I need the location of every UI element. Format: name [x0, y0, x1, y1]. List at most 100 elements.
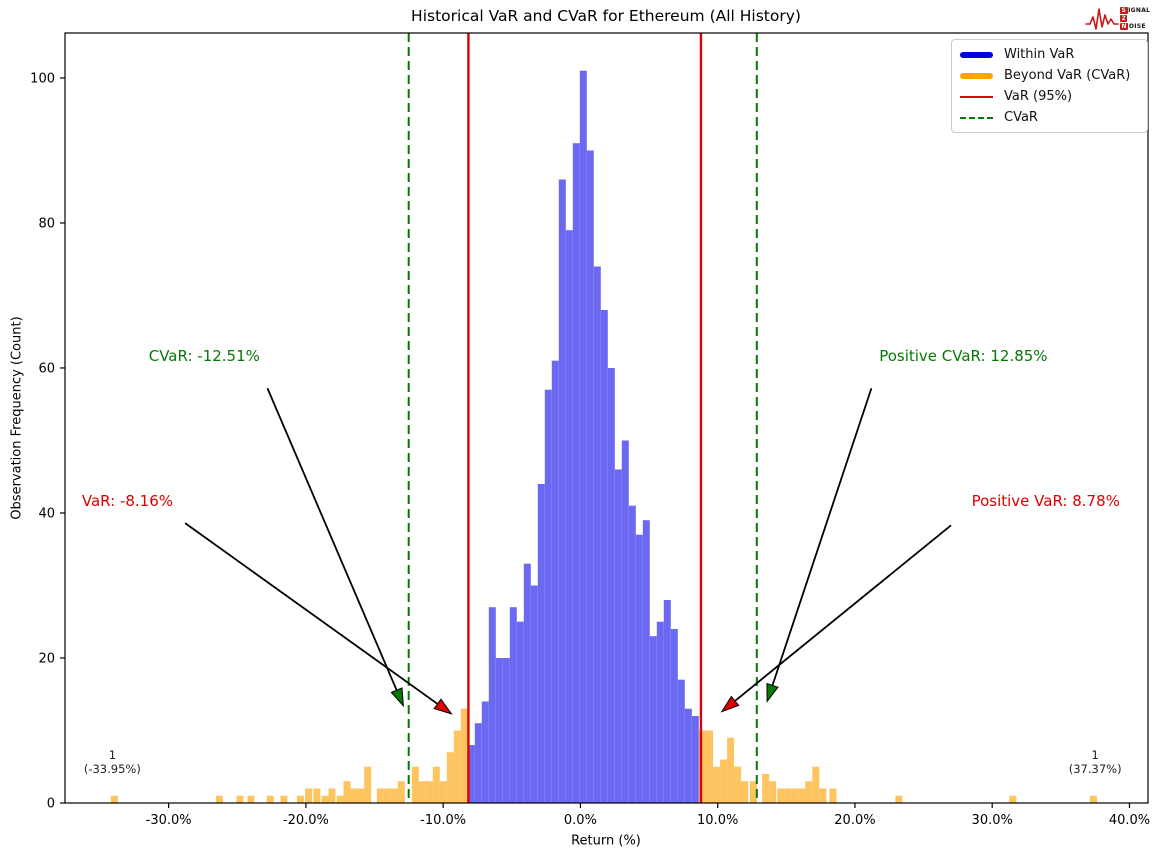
y-axis-label: Observation Frequency (Count) [9, 316, 25, 520]
histogram-bar-within-var [509, 607, 517, 803]
histogram-bar-beyond-var [305, 788, 313, 803]
figure-title: Historical VaR and CVaR for Ethereum (Al… [411, 7, 801, 25]
histogram-bar-within-var [649, 636, 657, 803]
logo-rest-ignal: IGNAL [1128, 6, 1151, 14]
histogram-bar-beyond-var [791, 788, 799, 803]
x-tick-label: 20.0% [834, 813, 875, 828]
x-tick-label: 10.0% [697, 813, 738, 828]
legend-label: Within VaR [1004, 47, 1075, 62]
histogram-bar-beyond-var [895, 795, 903, 803]
outlier-label: 1 (37.37%) [1069, 748, 1122, 776]
x-tick-label: -20.0% [283, 813, 329, 828]
y-tick-label: 40 [38, 506, 55, 521]
waveform-icon [1085, 8, 1119, 30]
histogram-bar-within-var [579, 70, 587, 803]
legend-label: Beyond VaR (CVaR) [1004, 68, 1131, 83]
outlier-label: 1 (-33.95%) [84, 748, 141, 776]
histogram-bar-beyond-var [805, 781, 813, 803]
y-tick-label: 60 [38, 361, 55, 376]
histogram-bars [110, 70, 1097, 803]
histogram-bar-beyond-var [110, 795, 118, 803]
histogram-bar-beyond-var [247, 795, 255, 803]
histogram-bar-beyond-var [713, 766, 721, 803]
histogram-bar-within-var [628, 505, 636, 803]
histogram-bar-within-var [551, 360, 559, 803]
histogram-bar-within-var [558, 179, 566, 803]
histogram-bar-beyond-var [418, 781, 426, 803]
axes-frame [64, 32, 1149, 804]
histogram-bar-beyond-var [376, 788, 384, 803]
histogram-bar-beyond-var [425, 781, 433, 803]
histogram-bar-beyond-var [296, 795, 304, 803]
histogram-bar-beyond-var [734, 766, 742, 803]
histogram-bar-beyond-var [364, 766, 372, 803]
histogram-bar-beyond-var [336, 795, 344, 803]
histogram-bar-within-var [572, 143, 580, 803]
logo-letter-n: N [1120, 22, 1129, 30]
histogram-bar-beyond-var [383, 788, 391, 803]
logo-text: S IGNAL 2 N OISE [1120, 6, 1151, 30]
x-tick-label: -30.0% [146, 813, 192, 828]
logo-row-noise: N OISE [1120, 22, 1150, 30]
cvar-negative-annotation: CVaR: -12.51% [148, 346, 260, 365]
histogram-bar-beyond-var [1089, 795, 1097, 803]
histogram-bar-beyond-var [439, 781, 447, 803]
annotation-arrow-line [734, 524, 952, 702]
histogram-bar-beyond-var [313, 788, 321, 803]
histogram-bar-beyond-var [798, 788, 806, 803]
annotation-arrow-line [771, 387, 873, 686]
histogram-bar-beyond-var [784, 788, 792, 803]
histogram-bar-within-var [565, 230, 573, 803]
histogram-bar-beyond-var [699, 730, 707, 803]
cvar-positive-annotation: Positive CVaR: 12.85% [879, 346, 1048, 365]
logo-letter-s: S [1120, 6, 1128, 14]
x-tick-label: 0.0% [564, 813, 597, 828]
legend-label: VaR (95%) [1004, 89, 1073, 104]
histogram-bar-within-var [502, 658, 510, 803]
histogram-bar-within-var [530, 585, 538, 803]
histogram-bar-beyond-var [321, 795, 329, 803]
histogram-bar-beyond-var [727, 737, 735, 803]
histogram-bar-beyond-var [819, 788, 827, 803]
x-tick-label: -10.0% [420, 813, 466, 828]
histogram-bar-beyond-var [357, 788, 365, 803]
histogram-bar-beyond-var [266, 795, 274, 803]
histogram-bar-within-var [523, 563, 531, 803]
histogram-bar-beyond-var [446, 752, 454, 803]
histogram-bar-beyond-var [328, 788, 336, 803]
histogram-bar-within-var [586, 150, 594, 803]
histogram-bar-beyond-var [777, 788, 785, 803]
histogram-bar-within-var [614, 469, 622, 803]
annotation-arrowhead [433, 698, 453, 715]
annotation-arrows [184, 387, 952, 715]
histogram-bar-within-var [642, 520, 650, 803]
histogram-bar-within-var [467, 745, 475, 803]
annotation-arrow-line [184, 522, 439, 705]
y-tick-label: 80 [38, 216, 55, 231]
threshold-lines [407, 33, 758, 803]
histogram-bar-beyond-var [397, 781, 405, 803]
legend-item-within-var: Within VaR [960, 47, 1139, 62]
cvar-line-swatch [960, 116, 993, 119]
histogram-bar-beyond-var [460, 708, 468, 803]
within-var-swatch [960, 51, 993, 58]
histogram-bar-beyond-var [741, 781, 749, 803]
beyond-var-swatch [960, 72, 993, 79]
histogram-bar-within-var [670, 629, 678, 803]
histogram-bar-within-var [537, 484, 545, 803]
histogram-bar-beyond-var [749, 781, 757, 803]
legend-item-var-line: VaR (95%) [960, 89, 1139, 104]
legend-item-cvar-line: CVaR [960, 110, 1139, 125]
y-tick-label: 100 [30, 71, 55, 86]
histogram-bar-beyond-var [350, 788, 358, 803]
histogram-bar-beyond-var [812, 766, 820, 803]
histogram-bar-within-var [663, 600, 671, 803]
axes: -30.0% -20.0% -10.0% 0.0% 10.0% 20.0% 30.0% 40.… [30, 32, 1150, 828]
histogram-bar-within-var [516, 621, 524, 803]
histogram-bar-within-var [656, 621, 664, 803]
histogram-bar-beyond-var [762, 774, 770, 803]
logo-rest-oise: OISE [1128, 22, 1146, 30]
logo-row-2: 2 [1120, 14, 1150, 22]
